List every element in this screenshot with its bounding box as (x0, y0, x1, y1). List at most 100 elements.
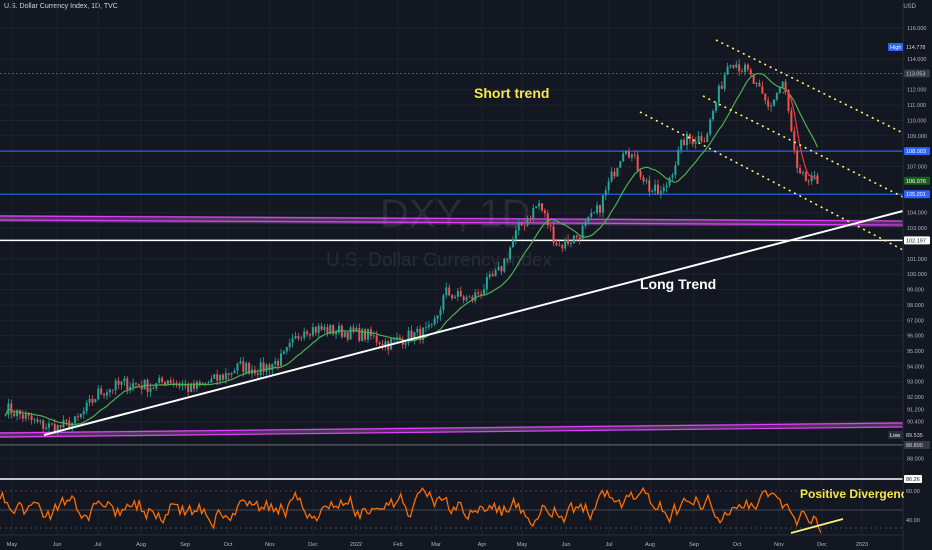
price-tick-label: 110.000 (907, 118, 926, 124)
candle (500, 266, 503, 272)
time-tick-label: May (7, 542, 18, 548)
price-label-box (904, 147, 930, 156)
channel-mid (702, 95, 904, 198)
candle (410, 330, 413, 341)
candle (169, 380, 172, 383)
time-tick-label: Nov (774, 542, 784, 548)
candle (268, 364, 271, 370)
candle (306, 331, 309, 335)
price-label-value: 108.003 (906, 149, 926, 155)
candle (10, 403, 13, 414)
candle (651, 190, 654, 192)
moving-average-fast (782, 89, 818, 180)
candle (288, 342, 291, 348)
upper-band-line (0, 215, 904, 222)
candle (801, 172, 804, 174)
candle (111, 389, 114, 391)
candle (181, 384, 184, 387)
rsi-pane (0, 478, 903, 536)
candle (535, 206, 538, 209)
price-tick-label: 103.000 (907, 226, 927, 232)
candle (761, 86, 764, 94)
candle (358, 328, 361, 341)
candle (436, 315, 439, 319)
candle (178, 383, 181, 387)
candle (62, 419, 65, 428)
price-tick-label: 94.000 (907, 364, 924, 370)
lower-band-line (0, 426, 904, 438)
price-label-value: 88.890 (906, 443, 923, 449)
candle (195, 382, 198, 389)
candle (480, 293, 483, 295)
price-label-box (904, 190, 930, 199)
candle (645, 180, 648, 182)
candle (27, 414, 30, 416)
candle (642, 177, 645, 182)
candle (532, 208, 535, 219)
candle (320, 325, 323, 330)
candle (433, 318, 436, 325)
candle (317, 325, 320, 333)
candle (546, 213, 549, 226)
time-tick-label: Mar (431, 542, 441, 548)
candle (419, 328, 422, 340)
candle (648, 180, 651, 192)
currency-label: USD (903, 4, 916, 10)
candle (793, 131, 796, 151)
price-tick-label: 88.000 (907, 457, 924, 463)
rsi-label-box (904, 475, 922, 483)
candle (465, 297, 468, 301)
time-tick-label: Apr (478, 542, 487, 548)
candle (274, 360, 277, 365)
candle (152, 387, 155, 389)
candle (378, 342, 381, 344)
price-label-box (904, 43, 930, 51)
candle (91, 398, 94, 403)
price-tick-label: 116.000 (907, 26, 926, 32)
candle (227, 373, 230, 375)
candle (94, 399, 97, 403)
candle (456, 291, 459, 297)
rsi-line (0, 486, 822, 534)
candle (540, 203, 543, 211)
candle (712, 111, 715, 120)
candle (604, 190, 607, 196)
price-label-box (904, 431, 930, 439)
candle (558, 245, 561, 247)
price-label-value: 102.197 (906, 238, 926, 244)
candle (810, 175, 813, 182)
candle (346, 332, 349, 340)
candle (636, 155, 639, 171)
candle (210, 378, 213, 383)
candle (201, 382, 204, 385)
grid (0, 0, 903, 535)
candle (668, 177, 671, 186)
long-trend-label: Long Trend (640, 276, 717, 292)
candle (355, 328, 358, 332)
candle (654, 184, 657, 191)
candle (105, 392, 108, 396)
candle (430, 324, 433, 325)
candle (352, 327, 355, 332)
candle (517, 222, 520, 231)
candle (120, 381, 123, 385)
candle (404, 342, 407, 345)
price-tick-label: 98.000 (907, 303, 924, 309)
candle (691, 138, 694, 144)
candle (4, 414, 7, 416)
candle (703, 141, 706, 143)
candle (639, 170, 642, 178)
candle (511, 239, 514, 248)
candle (372, 335, 375, 337)
price-label-tag (888, 43, 903, 51)
candle (584, 221, 587, 226)
candle (407, 330, 410, 343)
candle (439, 309, 442, 316)
candle (799, 168, 802, 174)
candle (683, 139, 686, 146)
candle (807, 180, 810, 182)
price-label-tag-text: Low (890, 433, 900, 439)
candle (509, 247, 512, 260)
candle (108, 389, 111, 393)
